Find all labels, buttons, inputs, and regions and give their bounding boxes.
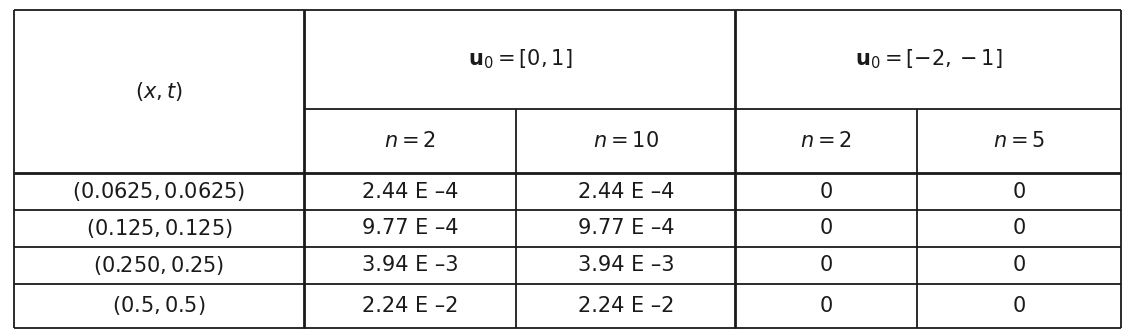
Text: $n = 10$: $n = 10$: [592, 131, 659, 151]
Text: 0: 0: [819, 181, 833, 202]
Text: 0: 0: [819, 296, 833, 316]
Text: $n = 5$: $n = 5$: [993, 131, 1045, 151]
Text: $n = 2$: $n = 2$: [800, 131, 852, 151]
Text: 0: 0: [819, 218, 833, 239]
Text: 0: 0: [1012, 255, 1026, 276]
Text: $(0.250, 0.25)$: $(0.250, 0.25)$: [93, 254, 225, 277]
Text: $(x, t)$: $(x, t)$: [135, 80, 183, 103]
Text: 2.24 E –2: 2.24 E –2: [578, 296, 674, 316]
Text: 9.77 E –4: 9.77 E –4: [362, 218, 459, 239]
Text: 3.94 E –3: 3.94 E –3: [578, 255, 674, 276]
Text: 2.24 E –2: 2.24 E –2: [362, 296, 459, 316]
Text: $(0.5, 0.5)$: $(0.5, 0.5)$: [112, 294, 205, 317]
Text: $\mathbf{u}_0 = [0, 1]$: $\mathbf{u}_0 = [0, 1]$: [468, 48, 572, 72]
Text: $(0.125, 0.125)$: $(0.125, 0.125)$: [85, 217, 233, 240]
Text: 0: 0: [1012, 296, 1026, 316]
Text: 2.44 E –4: 2.44 E –4: [578, 181, 674, 202]
Text: $\mathbf{u}_0 = [-2, -1]$: $\mathbf{u}_0 = [-2, -1]$: [855, 48, 1002, 72]
Text: 0: 0: [1012, 218, 1026, 239]
Text: $n = 2$: $n = 2$: [385, 131, 436, 151]
Text: 0: 0: [1012, 181, 1026, 202]
Text: 9.77 E –4: 9.77 E –4: [578, 218, 674, 239]
Text: 2.44 E –4: 2.44 E –4: [362, 181, 459, 202]
Text: 3.94 E –3: 3.94 E –3: [362, 255, 459, 276]
Text: 0: 0: [819, 255, 833, 276]
Text: $(0.0625, 0.0625)$: $(0.0625, 0.0625)$: [73, 180, 245, 203]
